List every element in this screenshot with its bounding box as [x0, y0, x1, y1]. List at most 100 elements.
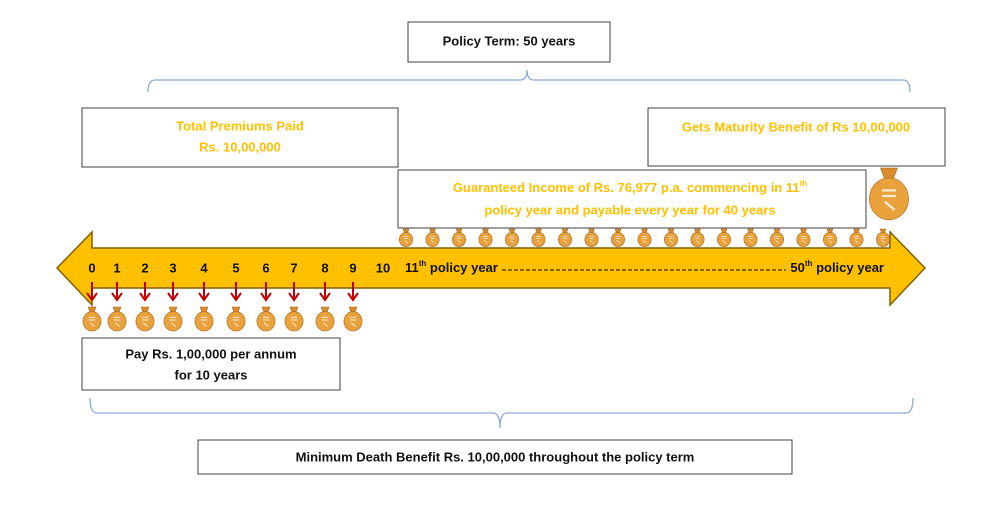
money-bag — [399, 228, 413, 247]
money-bag — [284, 306, 304, 332]
money-bag — [611, 228, 625, 247]
money-bag — [505, 228, 519, 247]
money-bag — [256, 306, 276, 332]
money-bag — [478, 228, 493, 247]
maturity-text: Gets Maturity Benefit of Rs 10,00,000 — [682, 119, 910, 134]
money-bag — [343, 306, 363, 332]
bag-symbol — [232, 316, 240, 327]
money-bag — [531, 228, 546, 247]
money-bag — [452, 228, 466, 247]
money-bag — [107, 306, 127, 332]
payment-line: Pay Rs. 1,00,000 per annum — [125, 346, 296, 361]
end-num: 50 — [790, 260, 804, 275]
start-num: 11 — [405, 260, 419, 275]
income-box — [397, 169, 867, 229]
bag-body — [452, 232, 466, 247]
bag-symbol — [774, 236, 780, 244]
start-text: policy year — [426, 260, 498, 275]
top-brace — [147, 69, 911, 93]
bag-body — [226, 311, 246, 332]
policy-term-box — [407, 21, 611, 63]
bag-body — [82, 311, 102, 332]
money-bag — [770, 228, 784, 247]
money-bag — [82, 306, 102, 332]
bag-symbol — [801, 236, 806, 244]
pay-arrow-head — [198, 292, 210, 302]
bag-body — [869, 177, 909, 221]
bag-symbol — [403, 236, 409, 244]
bag-body — [743, 232, 758, 247]
money-bag — [558, 228, 572, 247]
pay-arrow-head — [347, 292, 359, 302]
year-label: 9 — [349, 260, 356, 275]
bag-symbol — [321, 316, 329, 327]
bag-symbol — [589, 236, 594, 244]
year-label: 10 — [376, 260, 390, 275]
death-benefit: Minimum Death Benefit Rs. 10,00,000 thro… — [296, 449, 695, 464]
end-text: policy year — [812, 260, 884, 275]
bag-body — [690, 232, 705, 247]
money-bag — [823, 228, 837, 247]
bag-body — [796, 232, 811, 247]
year-label: 4 — [200, 260, 208, 275]
pay-arrow-head — [139, 292, 151, 302]
year-label: 3 — [169, 260, 176, 275]
bag-symbol — [349, 316, 357, 327]
premiums-box — [81, 107, 399, 168]
bag-body — [256, 311, 276, 332]
bag-symbol — [290, 316, 298, 327]
pay-arrow-head — [319, 292, 331, 302]
start-label: 11th policy year — [405, 259, 498, 275]
bag-symbol — [695, 236, 700, 244]
bottom-brace — [89, 397, 914, 429]
year-label: 1 — [113, 260, 120, 275]
pay-arrow-head — [86, 292, 98, 302]
superscript: th — [805, 259, 813, 268]
bag-symbol — [748, 236, 753, 244]
bag-body — [163, 311, 183, 332]
end-label: 50th policy year — [790, 259, 884, 275]
bag-symbol — [113, 316, 121, 327]
money-bag — [690, 228, 705, 247]
money-bag — [849, 228, 864, 247]
bag-symbol — [882, 189, 896, 211]
bag-body — [531, 232, 546, 247]
death-benefit-box — [197, 439, 793, 475]
bag-body — [135, 311, 155, 332]
money-bag — [664, 228, 678, 247]
money-bag — [194, 306, 214, 332]
money-bag — [637, 228, 652, 247]
bag-symbol — [615, 236, 621, 244]
bag-symbol — [721, 236, 727, 244]
money-bag — [425, 228, 440, 247]
superscript: th — [800, 179, 808, 188]
year-label: 0 — [88, 260, 95, 275]
maturity-box — [647, 107, 946, 167]
year-label: 7 — [290, 260, 297, 275]
superscript: th — [419, 259, 427, 268]
bag-symbol — [562, 236, 568, 244]
pay-arrow-head — [230, 292, 242, 302]
bag-body — [584, 232, 599, 247]
bag-body — [717, 232, 731, 247]
bag-body — [876, 232, 890, 247]
bag-symbol — [854, 236, 859, 244]
bag-symbol — [880, 236, 886, 244]
bag-body — [611, 232, 625, 247]
money-bag — [584, 228, 599, 247]
bag-body — [505, 232, 519, 247]
payment-line: for 10 years — [175, 367, 248, 382]
bag-body — [637, 232, 652, 247]
bag-body — [770, 232, 784, 247]
pay-arrow-head — [111, 292, 123, 302]
bag-body — [315, 311, 335, 332]
income-text: Guaranteed Income of Rs. 76,977 p.a. com… — [453, 180, 800, 195]
bag-body — [478, 232, 493, 247]
money-bag — [743, 228, 758, 247]
bag-body — [284, 311, 304, 332]
bag-symbol — [456, 236, 462, 244]
bag-body — [194, 311, 214, 332]
bag-symbol — [88, 316, 96, 327]
pay-arrow-head — [288, 292, 300, 302]
